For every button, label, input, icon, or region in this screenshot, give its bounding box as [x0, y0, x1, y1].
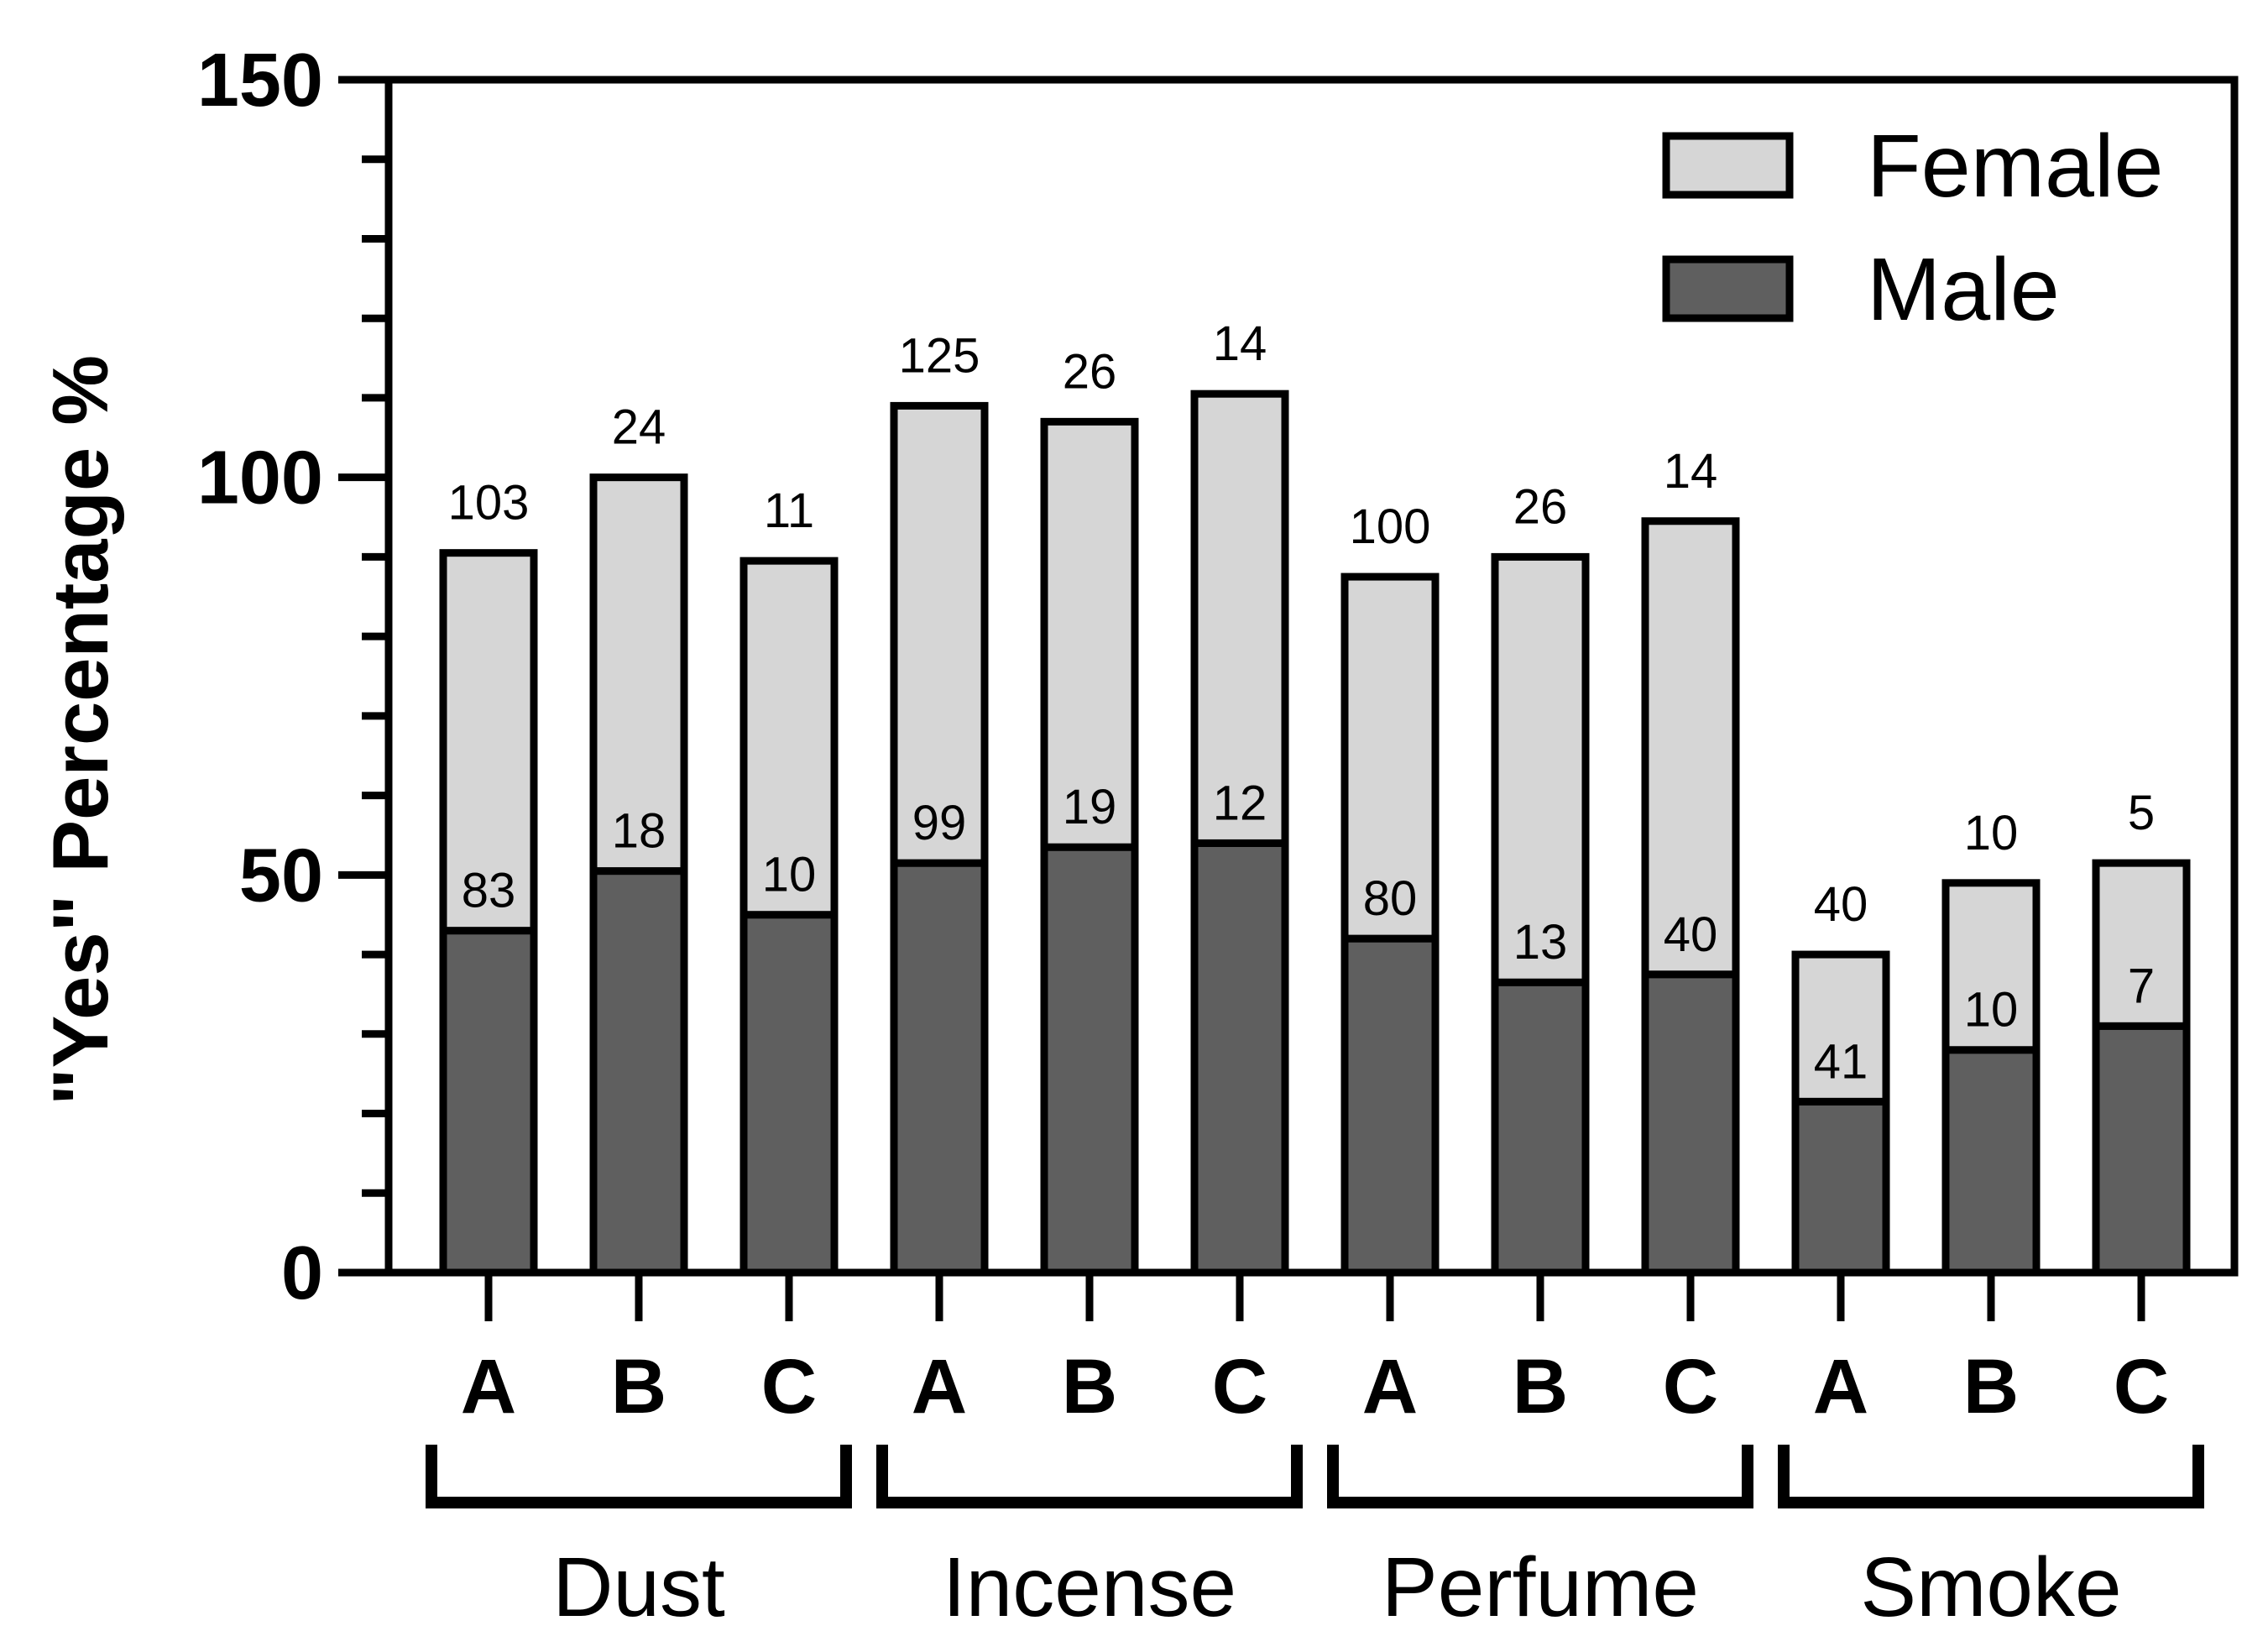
- bar-male-smoke-a: [1791, 1097, 1890, 1277]
- bar-male-smoke-b: [1941, 1046, 2041, 1277]
- x-axis: A B C Dust A B C Incense A B C Perfume A B C Smoke: [426, 1273, 2204, 1634]
- bar-female-dust-a: [439, 549, 538, 935]
- data-label-male: 10: [762, 848, 817, 902]
- bar-female-incense-b: [1040, 417, 1139, 851]
- bar-male-incense-b: [1040, 843, 1139, 1277]
- group-label: Dust: [552, 1540, 725, 1634]
- bars: 83 103 18 24 10 11 99 125 19 26 12 14 80 100 13 26 40 14 4…: [439, 316, 2191, 1277]
- bar-female-smoke-c: [2092, 859, 2191, 1030]
- data-label-female: 14: [1664, 444, 1718, 499]
- data-label-male: 83: [462, 864, 516, 918]
- legend-label: Female: [1867, 117, 2163, 216]
- data-label-male: 13: [1513, 915, 1568, 970]
- data-label-male: 41: [1814, 1034, 1868, 1089]
- bar-female-incense-c: [1190, 389, 1289, 847]
- x-tick-label: B: [1062, 1344, 1117, 1430]
- data-label-male: 19: [1063, 780, 1117, 834]
- data-label-female: 10: [1964, 806, 2019, 860]
- y-tick-label: 100: [197, 437, 323, 520]
- data-label-female: 40: [1814, 877, 1868, 932]
- plot-area: [384, 76, 2239, 1277]
- bar-male-dust-a: [439, 927, 538, 1277]
- bar-male-smoke-c: [2092, 1022, 2191, 1277]
- y-tick-label: 0: [281, 1231, 323, 1315]
- bar-male-perfume-b: [1491, 978, 1590, 1277]
- data-label-female: 14: [1213, 316, 1267, 371]
- data-label-female: 125: [899, 328, 980, 383]
- data-label-male: 80: [1363, 871, 1418, 926]
- data-label-female: 100: [1350, 499, 1431, 554]
- bar-male-perfume-c: [1641, 970, 1740, 1277]
- group-label: Incense: [943, 1540, 1236, 1634]
- x-tick-label: A: [461, 1344, 516, 1430]
- y-axis: 0 50 100 150: [197, 39, 389, 1315]
- y-axis-title: "Yes" Percentage %: [36, 355, 124, 1106]
- group-label: Perfume: [1382, 1540, 1699, 1634]
- bar-female-dust-b: [589, 473, 688, 876]
- bar-female-smoke-b: [1941, 879, 2041, 1054]
- x-tick-label: B: [611, 1344, 666, 1430]
- data-label-female: 24: [612, 400, 666, 455]
- bar-male-dust-c: [739, 911, 839, 1277]
- bar-male-perfume-a: [1340, 934, 1440, 1277]
- x-tick-label: B: [1513, 1344, 1568, 1430]
- legend: Female Male: [1662, 117, 2163, 339]
- data-label-male: 12: [1213, 776, 1267, 830]
- bar-female-perfume-b: [1491, 552, 1590, 986]
- x-tick-label: A: [912, 1344, 967, 1430]
- plot-border: [384, 76, 2239, 1277]
- legend-label: Male: [1867, 240, 2060, 339]
- x-tick-label: A: [1362, 1344, 1418, 1430]
- bar-female-perfume-a: [1340, 572, 1440, 943]
- group-bracket: [876, 1445, 1303, 1508]
- bar-female-incense-a: [890, 401, 989, 867]
- x-tick-label: A: [1813, 1344, 1868, 1430]
- x-tick-label: C: [761, 1344, 817, 1430]
- x-tick-label: B: [1963, 1344, 2019, 1430]
- group-bracket: [426, 1445, 852, 1508]
- data-label-male: 10: [1964, 983, 2019, 1038]
- y-tick-label: 150: [197, 39, 323, 123]
- bar-male-incense-a: [890, 859, 989, 1277]
- data-label-male: 7: [2128, 959, 2155, 1013]
- group-bracket: [1327, 1445, 1753, 1508]
- legend-swatch-female: [1662, 132, 1794, 199]
- data-label-female: 26: [1063, 344, 1117, 399]
- x-tick-label: C: [2114, 1344, 2169, 1430]
- data-label-male: 99: [912, 796, 967, 850]
- data-label-female: 103: [448, 476, 530, 531]
- group-label: Smoke: [1860, 1540, 2121, 1634]
- x-tick-label: C: [1663, 1344, 1718, 1430]
- bar-female-perfume-c: [1641, 517, 1740, 979]
- data-label-male: 40: [1664, 907, 1718, 962]
- legend-swatch-male: [1662, 255, 1794, 322]
- group-bracket: [1778, 1445, 2204, 1508]
- data-label-female: 5: [2128, 786, 2155, 840]
- bar-female-smoke-a: [1791, 950, 1890, 1106]
- x-tick-label: C: [1212, 1344, 1267, 1430]
- data-label-male: 18: [612, 804, 666, 859]
- bar-male-incense-c: [1190, 839, 1289, 1277]
- data-label-female: 11: [764, 484, 814, 538]
- bar-male-dust-b: [589, 867, 688, 1277]
- bar-female-dust-c: [739, 557, 839, 919]
- data-label-female: 26: [1513, 479, 1568, 534]
- y-tick-label: 50: [239, 834, 323, 917]
